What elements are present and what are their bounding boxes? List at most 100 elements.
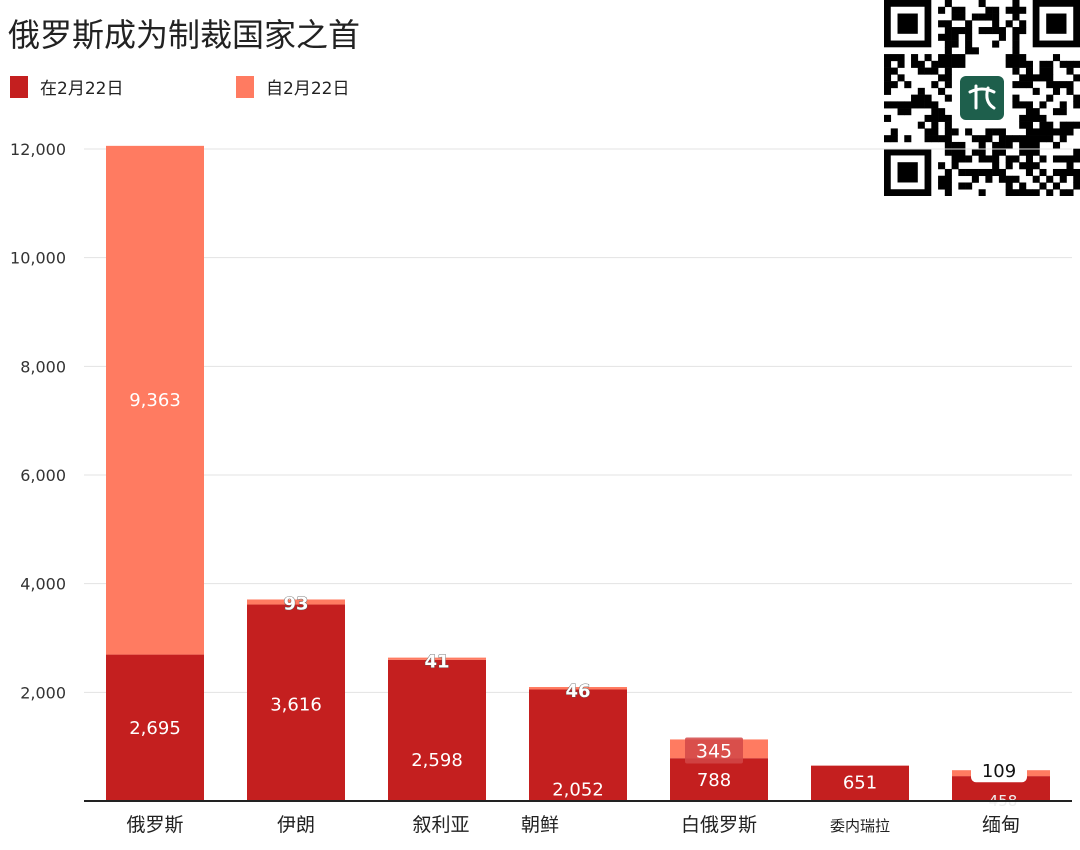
qr-module: [1025, 141, 1033, 149]
qr-module: [958, 141, 966, 149]
bar-segment-since: [529, 687, 627, 690]
qr-module: [965, 128, 973, 136]
qr-module: [1039, 60, 1047, 68]
qr-module: [938, 108, 946, 116]
qr-module: [971, 168, 979, 177]
qr-module: [911, 60, 919, 68]
qr-module: [944, 189, 952, 197]
bar-segment-before: [247, 604, 345, 801]
qr-module: [951, 40, 959, 48]
qr-module: [985, 175, 993, 183]
qr-module: [1019, 74, 1027, 82]
qr-module: [944, 20, 952, 28]
qr-module: [944, 121, 952, 129]
qr-module: [1073, 148, 1080, 156]
qr-module: [958, 54, 966, 62]
qr-module: [931, 108, 939, 116]
qr-module: [944, 94, 952, 102]
qr-module: [951, 54, 959, 62]
value-label-since: 345: [696, 740, 732, 762]
qr-module: [1025, 189, 1033, 197]
qr-module: [958, 148, 966, 156]
qr-module: [1019, 20, 1027, 28]
qr-module: [958, 168, 966, 177]
qr-module: [992, 128, 1000, 136]
bar-segment-since: [106, 145, 204, 655]
qr-module: [1025, 67, 1033, 75]
qr-module: [985, 168, 993, 177]
qr-module: [1019, 148, 1027, 156]
value-label-since: 93: [283, 593, 308, 614]
qr-module: [938, 135, 946, 143]
qr-module: [1039, 135, 1047, 143]
qr-module: [1025, 101, 1033, 109]
qr-module: [1025, 74, 1033, 82]
qr-module: [998, 148, 1006, 156]
qr-module: [1052, 108, 1061, 116]
qr-module: [1046, 74, 1054, 82]
legend-item-before: 在2月22日: [10, 74, 123, 99]
qr-module: [1012, 13, 1020, 21]
qr-module: [1025, 114, 1033, 122]
legend-swatch-before: [10, 75, 28, 98]
qr-module: [938, 54, 946, 62]
qr-module: [1073, 94, 1080, 102]
qr-module: [1019, 54, 1027, 62]
qr-module: [1039, 101, 1047, 109]
qr-module: [1019, 121, 1027, 129]
qr-module: [992, 20, 1000, 28]
qr-module: [1066, 81, 1074, 89]
qr-module: [992, 6, 1000, 14]
qr-module: [944, 141, 952, 149]
value-label-since: 41: [424, 652, 449, 673]
qr-module: [971, 135, 979, 143]
qr-module: [944, 33, 952, 41]
qr-module: [1046, 189, 1054, 197]
qr-finder-core: [897, 13, 918, 34]
qr-module: [1012, 135, 1020, 143]
y-tick-label: 12,000: [10, 140, 66, 159]
value-label-before: 2,695: [129, 718, 181, 739]
qr-module: [1012, 47, 1020, 55]
qr-module: [1025, 155, 1033, 163]
qr-module: [978, 135, 986, 143]
y-tick-label: 6,000: [20, 466, 66, 485]
qr-module: [931, 121, 939, 129]
qr-module: [971, 13, 979, 21]
qr-module: [992, 155, 1000, 163]
x-category-label: 俄罗斯: [126, 814, 183, 836]
bar-segment-since: [388, 657, 486, 660]
qr-module: [1066, 155, 1074, 163]
y-tick-label: 4,000: [20, 575, 66, 594]
qr-module: [1052, 128, 1061, 136]
qr-module: [1039, 128, 1047, 136]
qr-module: [992, 40, 1000, 48]
qr-module: [1005, 135, 1013, 143]
qr-module: [1039, 121, 1047, 129]
qr-module: [1046, 67, 1054, 75]
qr-module: [998, 27, 1006, 35]
qr-module: [1012, 54, 1020, 62]
x-category-label: 缅甸: [982, 814, 1020, 836]
qr-module: [951, 33, 959, 41]
value-label-since: 109: [982, 761, 1016, 782]
qr-module: [897, 74, 905, 82]
y-tick-label: 2,000: [20, 683, 66, 702]
qr-module: [931, 135, 939, 143]
qr-module: [1066, 67, 1074, 75]
qr-module: [897, 108, 905, 116]
qr-module: [1059, 175, 1067, 183]
qr-module: [1039, 114, 1047, 122]
qr-module: [931, 101, 939, 109]
qr-module: [944, 67, 952, 75]
qr-module: [1052, 87, 1061, 95]
qr-module: [951, 6, 959, 14]
qr-module: [985, 128, 993, 136]
value-label-since-box: [685, 737, 743, 764]
qr-module: [1019, 135, 1027, 143]
qr-module: [1046, 81, 1054, 89]
qr-module: [884, 74, 892, 82]
legend-item-since: 自2月22日: [236, 74, 349, 99]
qr-module: [1012, 27, 1020, 35]
qr-module: [1052, 155, 1061, 163]
